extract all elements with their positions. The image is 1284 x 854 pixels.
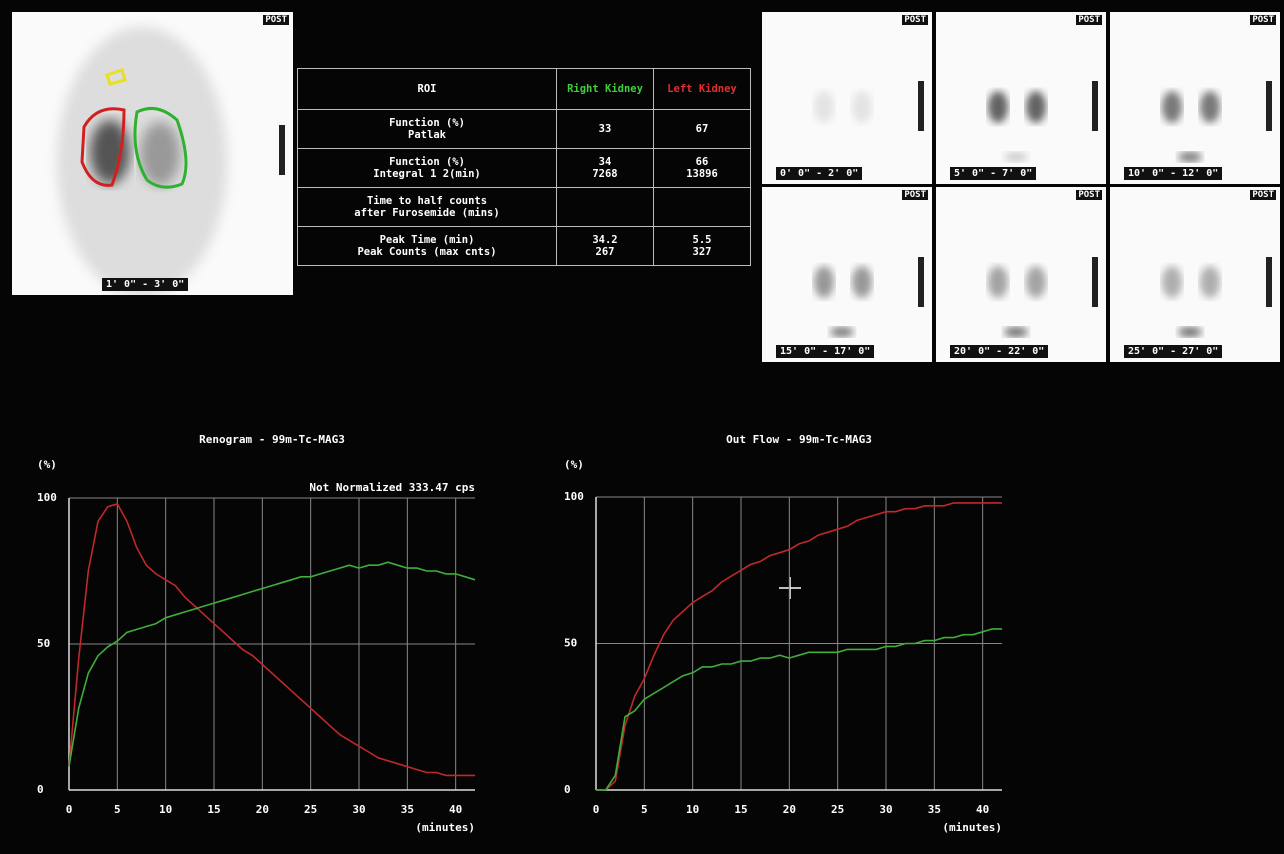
chart-subtitle: Not Normalized 333.47 cps — [309, 481, 475, 494]
y-tick-label: 0 — [564, 783, 571, 796]
y-axis-label: (%) — [564, 458, 584, 471]
series-line — [69, 562, 475, 766]
x-tick-label: 25 — [831, 803, 844, 816]
x-tick-label: 40 — [449, 803, 462, 816]
y-tick-label: 50 — [564, 637, 577, 650]
x-tick-label: 35 — [928, 803, 941, 816]
x-tick-label: 20 — [783, 803, 796, 816]
chart-title: Renogram - 99m-Tc-MAG3 — [199, 433, 345, 446]
x-tick-label: 35 — [401, 803, 414, 816]
x-tick-label: 30 — [352, 803, 365, 816]
series-line — [596, 629, 1002, 790]
y-tick-label: 50 — [37, 637, 50, 650]
x-tick-label: 40 — [976, 803, 989, 816]
x-tick-label: 15 — [734, 803, 747, 816]
x-axis-label: (minutes) — [942, 821, 1002, 834]
x-tick-label: 15 — [207, 803, 220, 816]
chart-title: Out Flow - 99m-Tc-MAG3 — [726, 433, 872, 446]
series-line — [596, 503, 1002, 790]
charts: Renogram - 99m-Tc-MAG3 (%) Not Normalized … — [0, 0, 1284, 854]
y-axis-label: (%) — [37, 458, 57, 471]
x-tick-label: 5 — [641, 803, 648, 816]
x-tick-label: 10 — [686, 803, 699, 816]
x-tick-label: 20 — [256, 803, 269, 816]
x-axis-label: (minutes) — [415, 821, 475, 834]
x-tick-label: 10 — [159, 803, 172, 816]
y-tick-label: 0 — [37, 783, 44, 796]
y-tick-label: 100 — [564, 490, 584, 503]
x-tick-label: 0 — [593, 803, 600, 816]
x-tick-label: 5 — [114, 803, 121, 816]
series-line — [69, 504, 475, 776]
x-tick-label: 25 — [304, 803, 317, 816]
page: POST 1' 0" - 3' 0" ROIRight KidneyLeft K… — [0, 0, 1284, 854]
x-tick-label: 30 — [879, 803, 892, 816]
x-tick-label: 0 — [66, 803, 73, 816]
y-tick-label: 100 — [37, 491, 57, 504]
cursor — [779, 577, 801, 599]
